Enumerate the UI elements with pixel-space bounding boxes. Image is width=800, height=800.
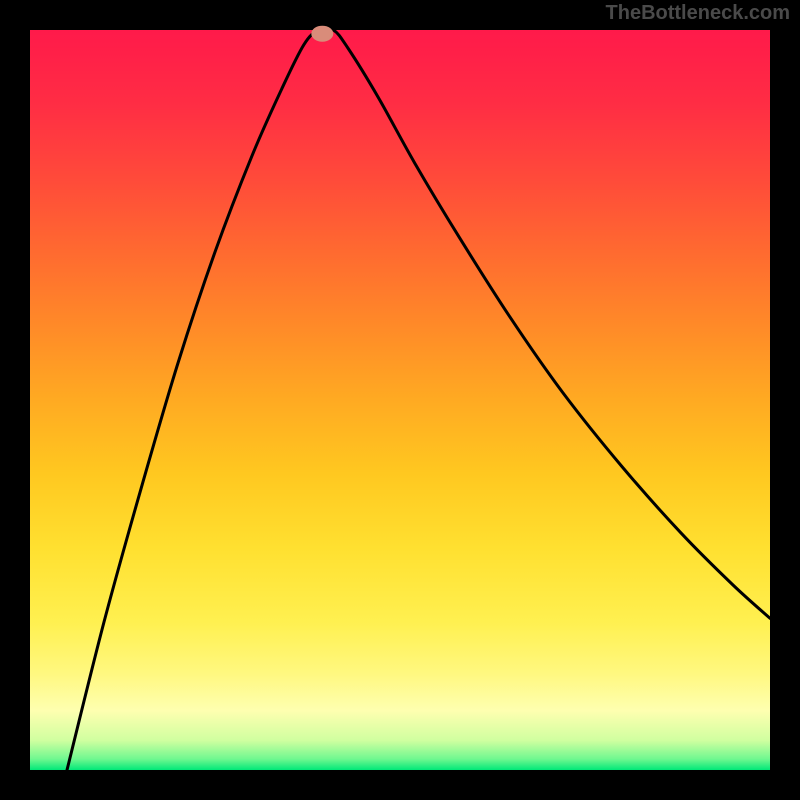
watermark-text: TheBottleneck.com [606, 2, 790, 25]
gradient-background [30, 30, 770, 770]
optimal-marker [311, 26, 333, 42]
chart-container: TheBottleneck.com [0, 0, 800, 800]
bottleneck-chart [0, 0, 800, 800]
